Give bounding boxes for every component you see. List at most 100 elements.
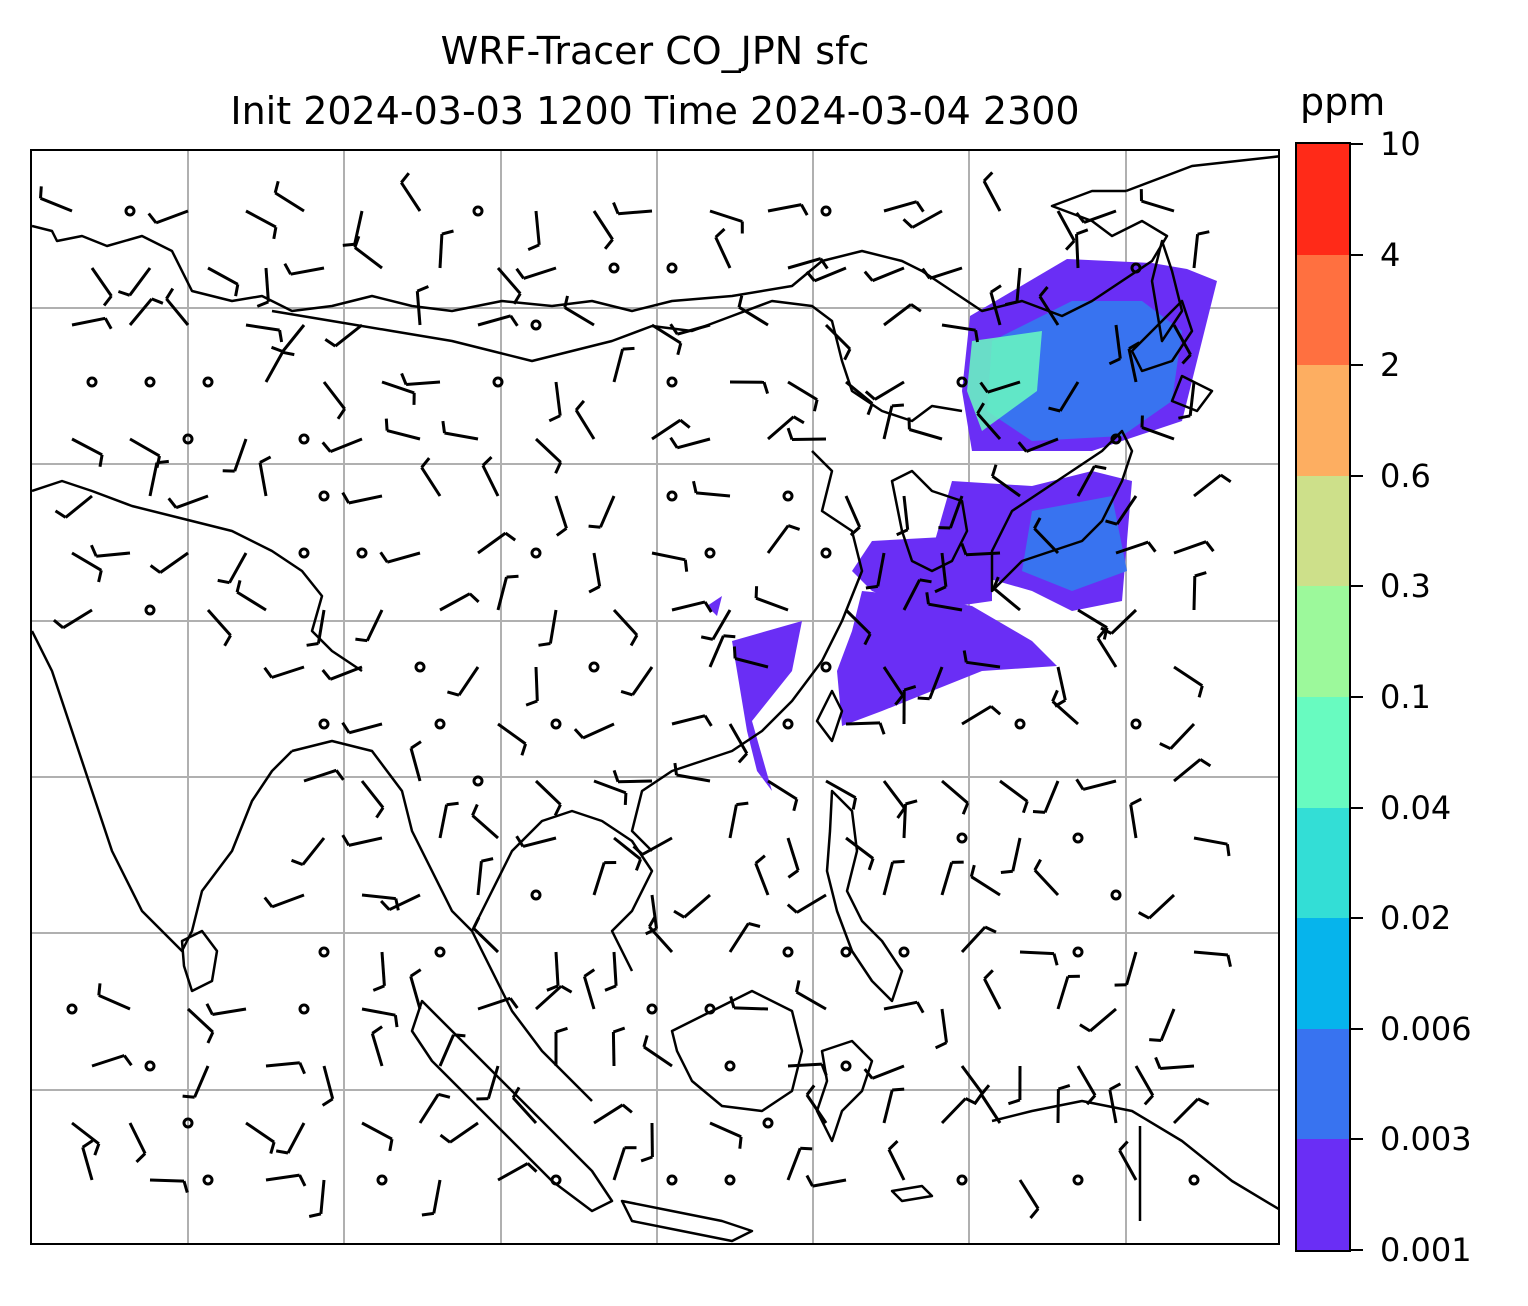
wind-barb-shaft [534,779,562,806]
wind-barb-shaft [1159,1008,1176,1042]
wind-barb-flag [612,202,620,215]
wind-barb-shaft [534,210,541,246]
calm-wind-marker [376,1174,388,1186]
wind-barb-shaft [641,836,673,856]
wind-barb-shaft [940,861,954,896]
wind-barb-flag [515,267,525,280]
wind-barb-shaft [651,551,686,562]
calm-wind-marker [1130,718,1142,730]
wind-barb-shaft [795,990,827,1011]
wind-barb-shaft [348,494,383,505]
wind-barb-flag [1137,911,1150,920]
wind-barb-flag [910,303,922,313]
wind-barb-flag [321,441,332,453]
calm-wind-marker [530,319,542,331]
calm-wind-marker [782,946,794,958]
wind-barb-shaft [1188,381,1196,416]
wind-barb-flag [588,585,601,594]
wind-barb-shaft [948,495,964,529]
calm-wind-marker [550,1174,562,1186]
wind-barb-shaft [871,1064,905,1080]
wind-barb-shaft [734,657,769,669]
wind-barb-shaft [676,437,711,450]
wind-barb-flag [676,342,683,356]
wind-barb-flag [919,578,932,584]
wind-barb-flag [787,524,801,531]
wind-barb-shaft [497,1162,529,1182]
wind-barb-shaft [303,768,337,783]
wind-barb-shaft [155,209,189,225]
wind-barb-flag [1057,1083,1071,1091]
wind-barb-shaft [1019,950,1055,956]
wind-barb-flag [1225,843,1231,857]
wind-barb-flag [182,1094,195,1099]
wind-barb-flag [504,531,517,542]
plume-korea-yellow-sea [852,536,992,611]
wind-barb-flag [902,218,914,229]
wind-barb-flag [278,329,284,343]
tracer-plume [707,259,1217,791]
wind-barb-flag [123,1054,133,1067]
wind-barb-shaft [1056,976,1070,1010]
calm-wind-marker [434,718,446,730]
wind-barb-shaft [554,951,560,986]
wind-barb-shaft [165,297,190,326]
wind-barb-shaft [982,180,1002,212]
wind-barb-flag [921,267,931,280]
wind-barb-shaft [592,210,614,241]
colorbar-tick-mark [1351,1138,1363,1141]
wind-barb-shaft [1018,1179,1040,1210]
wind-barb-shaft [882,780,906,810]
wind-barb-flag [1033,858,1042,871]
wind-barb-flag [878,722,886,735]
wind-barb-flag [732,646,737,659]
calm-wind-marker [472,205,484,217]
wind-barb-flag [805,1084,816,1096]
wind-barb-flag [97,569,103,583]
wind-barb-shaft [1115,540,1149,555]
coast-timor [890,1184,934,1203]
wind-barb-shaft [787,380,818,401]
calm-wind-marker [840,946,852,958]
wind-barb-shaft [883,200,918,213]
wind-barb-shaft [733,1006,769,1011]
wind-barb-shaft [90,267,113,297]
wind-barb-shaft [1127,348,1138,383]
wind-barb-shaft [71,316,106,327]
colorbar-tick-label: 0.1 [1380,678,1431,716]
wind-barb-flag [149,564,162,574]
wind-barb-flag [380,899,391,911]
colorbar-tick-mark [1351,917,1363,920]
wind-barb-shaft [348,722,383,735]
wind-barb-shaft [1096,637,1118,668]
wind-barb-shaft [1134,1065,1155,1097]
wind-barb-flag [1146,541,1157,553]
wind-barb-flag [167,497,178,509]
wind-barb-flag [527,243,540,251]
wind-barb-flag [961,802,970,815]
wind-barb-flag [441,229,454,236]
coast-sumatra [410,999,614,1213]
wind-barb-shaft [1141,199,1175,213]
wind-barb-flag [805,1174,814,1187]
wind-barb-shaft [71,437,103,457]
wind-barb-flag [737,752,749,764]
wind-barb-flag [1032,810,1046,814]
wind-barb-shaft [911,209,943,229]
wind-barb-shaft [286,1122,306,1154]
wind-barb-shaft [651,418,682,441]
wind-barb-flag [324,338,337,348]
wind-barb-shaft [274,191,305,213]
wind-barb-flag [762,381,770,395]
wind-barb-shaft [1015,267,1022,303]
wind-barb-shaft [481,464,500,497]
wind-barb-shaft [940,1097,967,1125]
colorbar-tick-mark [1351,143,1363,145]
wind-barb-flag [786,427,794,440]
wind-barb-shaft [511,1096,538,1125]
calm-wind-marker [1130,262,1142,274]
wind-barb-shaft [438,1034,455,1067]
wind-barb-shaft [1038,295,1060,326]
wind-barb-flag [983,969,994,980]
wind-barb-flag [1178,414,1191,420]
